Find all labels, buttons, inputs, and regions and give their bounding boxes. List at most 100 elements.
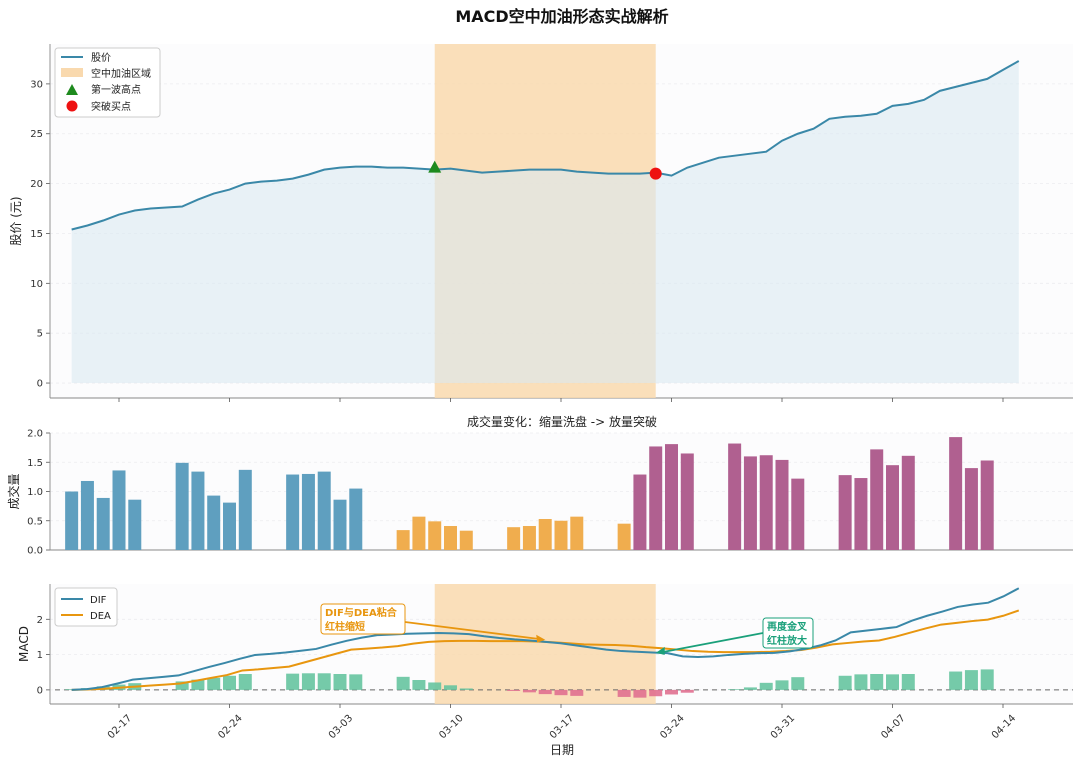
legend-label-price: 股价	[91, 52, 111, 64]
volume-bar	[728, 443, 742, 550]
x-axis-label: 日期	[550, 743, 574, 757]
volume-panel: 0.0 0.5 1.0 1.5 2.0 成交量	[6, 429, 1073, 557]
buy-point-marker	[649, 167, 662, 180]
volume-bar	[901, 455, 915, 550]
volume-bar	[554, 520, 568, 550]
macd-histogram-bar	[838, 675, 852, 690]
x-tick-label: 04-14	[990, 713, 1018, 741]
volume-bar	[538, 518, 552, 550]
volume-bar	[633, 474, 647, 550]
volume-bar	[743, 456, 757, 550]
y-axis-label: 成交量	[6, 473, 21, 509]
peak-marker	[428, 160, 442, 173]
macd-histogram-bar	[886, 674, 899, 690]
macd-histogram-bar	[459, 688, 473, 690]
macd-histogram-bar	[791, 677, 805, 690]
y-axis-label: 股价 (元)	[9, 196, 23, 245]
macd-histogram-bar	[317, 673, 331, 690]
volume-bar	[665, 444, 678, 550]
volume-bar	[207, 495, 221, 550]
macd-legend: DIF DEA	[54, 587, 118, 627]
macd-histogram-bar	[617, 689, 631, 697]
volume-bar	[238, 469, 252, 550]
legend-label-dea: DEA	[90, 611, 111, 622]
annotation-text-line2: 红柱缩短	[325, 620, 365, 633]
y-tick-label: 1.5	[27, 458, 43, 469]
macd-histogram-bar	[665, 689, 678, 695]
volume-bar	[838, 475, 852, 550]
legend-box	[54, 587, 118, 627]
annotation-arrowhead	[655, 646, 665, 655]
volume-bar	[80, 480, 94, 550]
macd-histogram-bar	[775, 680, 789, 690]
annotation-text-line1: DIF与DEA粘合	[325, 606, 398, 619]
x-tick-label: 03-03	[327, 713, 355, 741]
refuel-zone-macd	[434, 584, 656, 704]
volume-bar	[65, 491, 79, 550]
annotation-text-line2: 红柱放大	[767, 634, 807, 647]
volume-bar	[223, 502, 236, 550]
legend-swatch-zone	[61, 68, 83, 77]
macd-histogram-bar	[286, 673, 300, 690]
legend-box	[54, 47, 161, 118]
macd-histogram-bar	[980, 669, 994, 690]
volume-bar	[949, 437, 963, 550]
volume-bar	[459, 530, 473, 550]
y-tick-label: 20	[30, 179, 43, 190]
volume-bar	[964, 468, 978, 550]
volume-bar	[870, 449, 884, 550]
volume-bar	[333, 499, 347, 550]
legend-swatch-peak	[66, 84, 78, 95]
y-tick-label: 1.0	[27, 487, 43, 498]
volume-bar	[301, 473, 315, 550]
volume-bar	[444, 526, 457, 550]
macd-histogram-bar	[301, 673, 315, 690]
x-tick-label: 03-10	[437, 713, 465, 741]
macd-histogram-bar	[349, 674, 363, 690]
macd-histogram-bar	[649, 689, 663, 697]
volume-bar	[412, 516, 426, 550]
volume-bar	[980, 460, 994, 550]
macd-histogram-bar	[680, 689, 694, 693]
volume-bar	[175, 462, 189, 550]
volume-bar	[317, 471, 331, 550]
x-tick-label: 02-17	[106, 713, 134, 741]
volume-bar	[507, 527, 521, 550]
y-tick-label: 0.0	[27, 546, 43, 557]
volume-bar	[128, 499, 142, 550]
macd-histogram-bar	[570, 689, 584, 696]
dif-line	[71, 587, 1020, 691]
volume-bar	[349, 488, 363, 550]
y-tick-label: 25	[30, 129, 43, 140]
macd-histogram-bar	[633, 689, 647, 698]
y-axis-label: MACD	[17, 626, 31, 662]
y-tick-label: 15	[30, 229, 43, 240]
volume-bar	[522, 526, 536, 550]
volume-bar	[791, 478, 805, 550]
price-line	[71, 60, 1020, 231]
volume-bar	[96, 497, 110, 550]
y-tick-label: 2.0	[27, 429, 43, 440]
legend-label-buy: 突破买点	[91, 100, 131, 113]
annotation-box-orange	[320, 603, 406, 635]
volume-bar	[649, 446, 663, 550]
macd-histogram-bar	[854, 674, 868, 690]
volume-bar	[112, 470, 126, 550]
annotation-text-line1: 再度金叉	[767, 620, 808, 633]
x-tick-label: 04-07	[879, 713, 907, 741]
volume-bar	[617, 523, 631, 550]
macd-histogram-bar	[444, 685, 457, 690]
macd-histogram-bar	[207, 677, 221, 690]
macd-histogram-bar	[238, 674, 252, 690]
y-tick-label: 0	[37, 685, 43, 696]
y-tick-label: 0	[37, 379, 43, 390]
macd-histogram-bar	[412, 680, 426, 690]
volume-bar	[886, 465, 899, 550]
volume-bar	[759, 455, 773, 550]
volume-bar	[680, 453, 694, 550]
y-tick-label: 1	[37, 650, 43, 661]
macd-histogram-bar	[333, 674, 347, 690]
macd-histogram-bar	[522, 689, 536, 693]
